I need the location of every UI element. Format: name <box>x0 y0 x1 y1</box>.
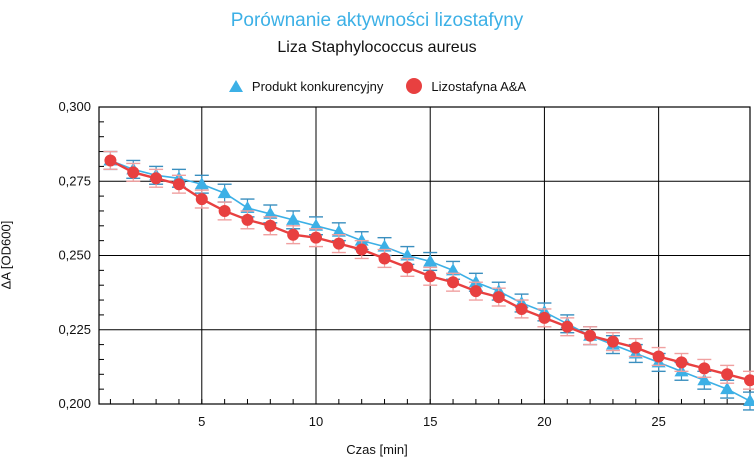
data-point-circle <box>584 329 597 342</box>
data-point-circle <box>561 320 574 333</box>
legend-label-competitor: Produkt konkurencyjny <box>251 78 384 94</box>
data-point-circle <box>652 350 665 363</box>
data-point-circle <box>310 231 322 244</box>
y-tick-label: 0,250 <box>58 248 91 263</box>
data-point-triangle <box>377 239 392 252</box>
data-point-circle <box>675 356 688 369</box>
data-point-circle <box>172 178 185 191</box>
triangle-marker-icon <box>228 80 243 92</box>
legend-label-lysostaphin: Lizostafyna A&A <box>431 78 527 94</box>
data-point-circle <box>355 243 368 256</box>
data-point-triangle <box>400 248 415 261</box>
data-point-triangle <box>309 218 323 231</box>
data-point-circle <box>218 204 231 217</box>
data-point-circle <box>150 172 163 185</box>
data-point-circle <box>424 270 437 283</box>
data-point-circle <box>332 237 345 250</box>
data-point-circle <box>195 193 208 206</box>
data-point-circle <box>515 302 528 315</box>
data-point-circle <box>606 335 619 348</box>
data-point-triangle <box>468 275 483 288</box>
x-tick-label: 25 <box>651 414 665 429</box>
data-point-circle <box>401 261 414 274</box>
data-point-circle <box>264 219 277 232</box>
data-point-circle <box>492 291 505 304</box>
data-point-triangle <box>423 254 438 267</box>
data-point-circle <box>447 276 460 289</box>
data-point-circle <box>287 228 300 241</box>
chart-subtitle: Liza Staphylococcus aureus <box>277 39 477 56</box>
x-axis-label: Czas [min] <box>346 442 408 457</box>
data-point-triangle <box>286 212 301 225</box>
x-tick-label: 15 <box>423 414 437 429</box>
data-point-triangle <box>263 206 278 219</box>
x-tick-label: 5 <box>198 414 205 429</box>
legend-item-lysostaphin: Lizostafyna A&A <box>405 77 526 95</box>
data-point-triangle <box>720 382 735 395</box>
x-tick-label: 20 <box>537 414 551 429</box>
data-point-circle <box>721 368 734 381</box>
data-point-triangle <box>446 263 461 276</box>
circle-marker-icon <box>406 78 423 94</box>
x-tick-label: 10 <box>309 414 323 429</box>
data-point-circle <box>241 213 254 226</box>
data-point-circle <box>378 252 391 265</box>
y-tick-label: 0,225 <box>58 322 91 337</box>
y-tick-label: 0,300 <box>58 99 91 114</box>
data-point-circle <box>538 311 551 324</box>
chart-title: Porównanie aktywności lizostafyny <box>230 10 524 31</box>
legend: Produkt konkurencyjny Lizostafyna A&A <box>0 77 754 95</box>
data-point-triangle <box>697 373 712 386</box>
data-point-circle <box>469 285 482 298</box>
data-point-triangle <box>217 186 232 199</box>
data-point-circle <box>127 166 140 179</box>
data-point-triangle <box>331 224 346 237</box>
data-point-triangle <box>743 394 754 407</box>
legend-item-competitor: Produkt konkurencyjny <box>228 78 384 94</box>
data-point-circle <box>104 154 117 167</box>
y-tick-label: 0,275 <box>58 173 91 188</box>
data-point-circle <box>744 374 754 387</box>
data-point-circle <box>629 341 642 354</box>
data-point-triangle <box>354 233 369 246</box>
data-point-triangle <box>194 177 209 190</box>
y-tick-label: 0,200 <box>58 396 91 411</box>
data-point-circle <box>698 362 711 375</box>
data-point-triangle <box>240 200 255 213</box>
plot-frame <box>98 106 751 405</box>
